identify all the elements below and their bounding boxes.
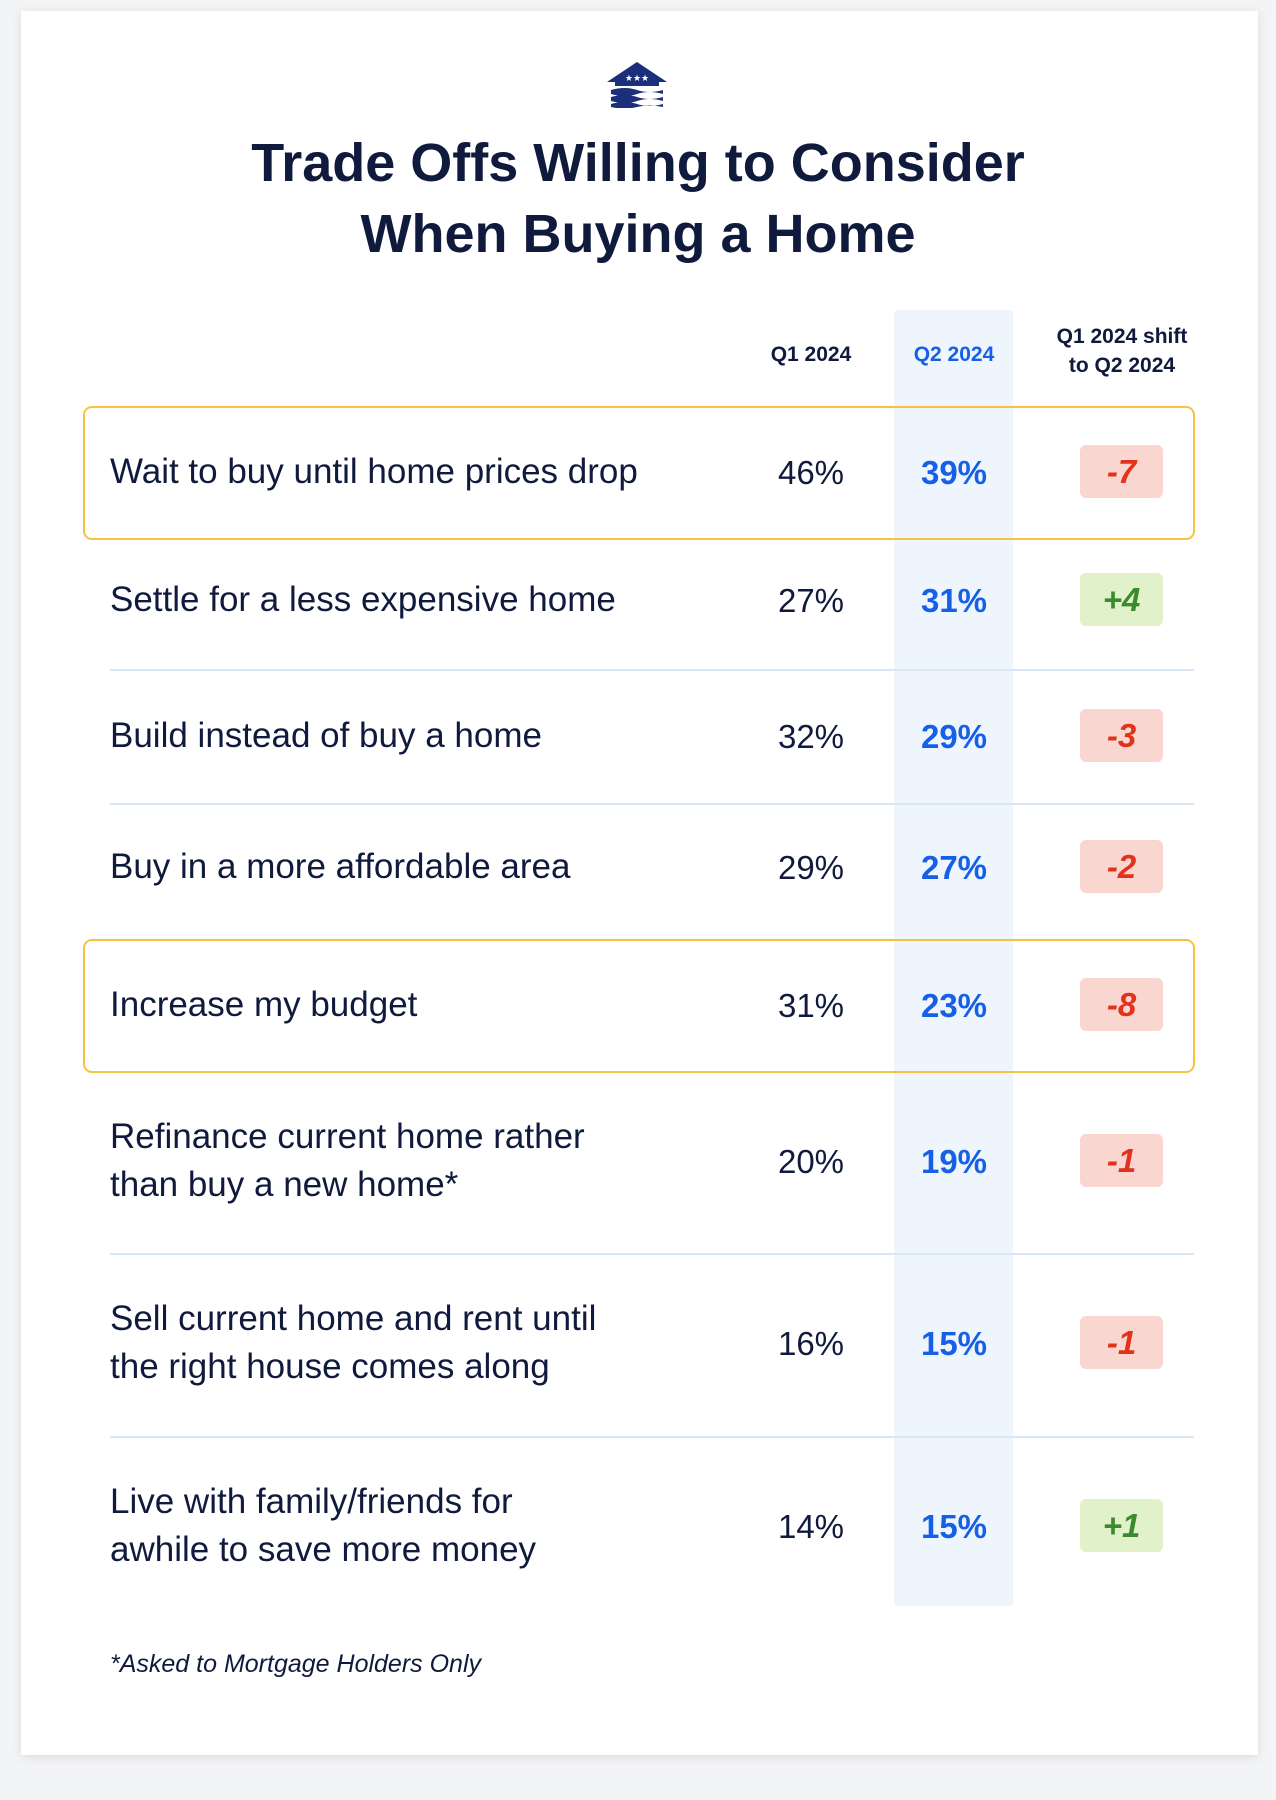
q2-value: 23% — [920, 987, 988, 1024]
title-line: Trade Offs Willing to Consider — [251, 133, 1025, 193]
row-label: Live with family/friends for awhile to sa… — [110, 1478, 536, 1574]
q2-value: 15% — [920, 1325, 988, 1362]
column-header-line: Q1 2024 — [770, 343, 852, 366]
column-header-line: Q1 2024 shift — [1056, 325, 1188, 348]
logo: ★★★ — [607, 62, 667, 108]
column-header: Q2 2024 — [874, 340, 1034, 369]
shift-badge: -3 — [1080, 709, 1163, 762]
q2-value: 27% — [920, 849, 988, 886]
row-highlight — [83, 939, 1195, 1073]
shift-badge: -7 — [1080, 445, 1163, 498]
row-label: Sell current home and rent until the righ… — [110, 1295, 596, 1391]
row-label: Increase my budget — [110, 981, 417, 1029]
row-label-line: than buy a new home* — [110, 1165, 459, 1204]
shift-badge: +4 — [1080, 573, 1163, 626]
row-separator — [110, 1435, 1194, 1438]
card — [21, 11, 1258, 1755]
row-separator — [110, 802, 1194, 805]
shift-badge: -2 — [1080, 840, 1163, 893]
q2-value: 19% — [920, 1143, 988, 1180]
row-label-line: Settle for a less expensive home — [110, 580, 616, 619]
column-header-line: Q2 2024 — [913, 343, 995, 366]
row-label: Settle for a less expensive home — [110, 576, 616, 624]
q1-value: 32% — [777, 718, 845, 755]
q1-value: 20% — [777, 1143, 845, 1180]
row-label-line: Buy in a more affordable area — [110, 847, 571, 886]
title: Trade Offs Willing to Consider When Buyin… — [0, 128, 1276, 270]
shift-badge: -8 — [1080, 978, 1163, 1031]
q1-value: 16% — [777, 1325, 845, 1362]
shift-badge: +1 — [1080, 1499, 1163, 1552]
row-label: Refinance current home rather than buy a … — [110, 1113, 585, 1209]
q2-value: 15% — [920, 1508, 988, 1545]
row-label-line: Build instead of buy a home — [110, 716, 542, 755]
column-header-line: to Q2 2024 — [1068, 354, 1176, 377]
row-label: Wait to buy until home prices drop — [110, 448, 638, 496]
title-line: When Buying a Home — [360, 204, 916, 264]
shift-badge: -1 — [1080, 1316, 1163, 1369]
q2-value: 29% — [920, 718, 988, 755]
row-label: Buy in a more affordable area — [110, 843, 570, 891]
row-separator — [110, 1253, 1194, 1255]
q1-value: 14% — [777, 1508, 845, 1545]
svg-text:★★★: ★★★ — [625, 73, 649, 83]
shift-badge: -1 — [1080, 1134, 1163, 1187]
q1-value: 31% — [777, 987, 845, 1024]
row-label-line: Sell current home and rent until — [110, 1299, 597, 1338]
row-label: Build instead of buy a home — [110, 712, 542, 760]
q1-value: 29% — [777, 849, 845, 886]
row-separator — [110, 669, 1194, 671]
footnote: *Asked to Mortgage Holders Only — [110, 1650, 482, 1678]
row-label-line: Live with family/friends for — [110, 1482, 513, 1521]
row-label-line: awhile to save more money — [110, 1530, 537, 1569]
q2-value: 39% — [920, 454, 988, 491]
row-label-line: Wait to buy until home prices drop — [110, 452, 638, 491]
q1-value: 27% — [777, 582, 845, 619]
row-highlight — [83, 406, 1195, 540]
column-header: Q1 2024 — [731, 340, 891, 369]
row-label-line: Increase my budget — [110, 985, 418, 1024]
q1-value: 46% — [777, 454, 845, 491]
column-header: Q1 2024 shift to Q2 2024 — [1042, 322, 1202, 380]
row-label-line: the right house comes along — [110, 1347, 550, 1386]
row-label-line: Refinance current home rather — [110, 1117, 585, 1156]
q2-value: 31% — [920, 582, 988, 619]
highlight-column — [894, 310, 1013, 1606]
